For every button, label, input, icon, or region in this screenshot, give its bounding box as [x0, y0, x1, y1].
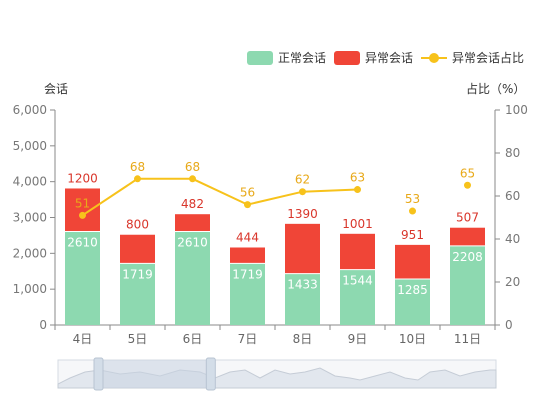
ratio-point	[244, 201, 251, 209]
bar-label-abnormal: 1001	[342, 217, 373, 231]
bar-label-abnormal: 1390	[287, 207, 318, 221]
bar-label-abnormal: 800	[126, 218, 149, 232]
zoom-window[interactable]	[98, 360, 212, 388]
y-left-tick-label: 3,000	[13, 211, 47, 225]
ratio-point	[354, 186, 361, 194]
bar-abnormal	[285, 223, 320, 274]
bar-label-abnormal: 1200	[67, 171, 98, 185]
ratio-label: 51	[75, 196, 90, 210]
ratio-label: 56	[240, 186, 255, 200]
ratio-point	[134, 175, 141, 183]
bar-label-abnormal: 482	[181, 197, 204, 211]
legend-item-normal[interactable]: 正常会话	[247, 51, 326, 65]
y-right-tick-label: 20	[505, 275, 520, 289]
bar-label-normal: 1719	[122, 267, 153, 281]
ratio-label: 68	[130, 160, 145, 174]
bar-abnormal	[230, 247, 265, 264]
bar-normal	[395, 278, 430, 325]
bars	[65, 188, 485, 325]
y-right-tick-label: 40	[505, 232, 520, 246]
x-tick-label: 6日	[183, 332, 203, 346]
legend-swatch-normal	[247, 51, 273, 65]
ratio-label: 53	[405, 192, 420, 206]
bar-normal	[285, 273, 320, 325]
legend-label-ratio: 异常会话占比	[452, 50, 524, 65]
x-tick-label: 11日	[454, 332, 481, 346]
bar-abnormal	[395, 244, 430, 279]
legend-dot-ratio	[429, 53, 439, 63]
bar-abnormal	[450, 227, 485, 246]
y-left-axis-title: 会话	[44, 82, 68, 96]
ratio-line-series: 51 68 68 56 62 63 53 65	[75, 160, 475, 219]
zoom-handle-left[interactable]	[93, 357, 104, 391]
y-left-tick-label: 2,000	[13, 246, 47, 260]
bar-label-normal: 1433	[287, 278, 318, 292]
zoom-handle-right[interactable]	[205, 357, 216, 391]
bar-label-normal: 2610	[67, 235, 98, 249]
bar-label-normal: 1285	[397, 283, 428, 297]
x-tick-label: 8日	[293, 332, 313, 346]
bar-label-normal: 1719	[232, 267, 263, 281]
bar-normal	[230, 263, 265, 325]
legend-item-abnormal[interactable]: 异常会话	[334, 51, 413, 65]
bar-normal	[450, 245, 485, 325]
legend-item-ratio[interactable]: 异常会话占比	[421, 50, 524, 65]
ratio-point	[79, 211, 86, 219]
ratio-point	[464, 181, 471, 189]
bar-label-normal: 2208	[452, 250, 483, 264]
legend-swatch-abnormal	[334, 51, 360, 65]
bar-label-abnormal: 444	[236, 230, 259, 244]
y-left-tick-label: 1,000	[13, 282, 47, 296]
x-tick-label: 4日	[73, 332, 93, 346]
y-right-ticks: 0 20 40 60 80 100	[495, 103, 528, 332]
ratio-label: 62	[295, 173, 310, 187]
bar-label-abnormal: 951	[401, 228, 424, 242]
bar-abnormal	[340, 233, 375, 270]
ratio-line	[81, 177, 358, 217]
bar-normal	[175, 231, 210, 325]
bar-normal	[340, 269, 375, 325]
y-left-tick-label: 6,000	[13, 103, 47, 117]
ratio-label: 65	[460, 166, 475, 180]
y-left-ticks: 0 1,000 2,000 3,000 4,000 5,000 6,000	[13, 103, 55, 332]
y-right-axis-title: 占比（%）	[466, 81, 525, 96]
y-right-tick-label: 60	[505, 189, 520, 203]
bar-labels: 2610 1200 1719 800 2610 482 1719 444 1433 1390 154…	[67, 171, 483, 296]
y-left-tick-label: 0	[39, 318, 47, 332]
bar-normal	[65, 231, 100, 325]
y-left-tick-label: 4,000	[13, 175, 47, 189]
bar-normal	[120, 263, 155, 325]
legend[interactable]: 正常会话 异常会话 异常会话占比	[247, 50, 524, 65]
y-right-tick-label: 100	[505, 103, 528, 117]
ratio-label: 63	[350, 171, 365, 185]
bar-abnormal	[120, 234, 155, 264]
x-tick-label: 5日	[128, 332, 148, 346]
bar-abnormal	[175, 214, 210, 232]
ratio-point	[409, 207, 416, 215]
y-right-tick-label: 0	[505, 318, 513, 332]
bar-abnormal	[65, 188, 100, 232]
x-ticks: 4日 5日 6日 7日 8日 9日 10日 11日	[54, 325, 496, 346]
x-tick-label: 10日	[399, 332, 426, 346]
bar-label-normal: 2610	[177, 235, 208, 249]
legend-label-abnormal: 异常会话	[365, 51, 413, 65]
ratio-label: 68	[185, 160, 200, 174]
bar-label-abnormal: 507	[456, 211, 479, 225]
ratio-point	[299, 188, 306, 196]
y-left-tick-label: 5,000	[13, 139, 47, 153]
ratio-point	[189, 175, 196, 183]
bar-label-normal: 1544	[342, 274, 373, 288]
legend-label-normal: 正常会话	[278, 51, 326, 65]
y-right-tick-label: 80	[505, 146, 520, 160]
x-tick-label: 7日	[238, 332, 258, 346]
x-tick-label: 9日	[348, 332, 368, 346]
zoom-slider[interactable]	[57, 357, 497, 391]
